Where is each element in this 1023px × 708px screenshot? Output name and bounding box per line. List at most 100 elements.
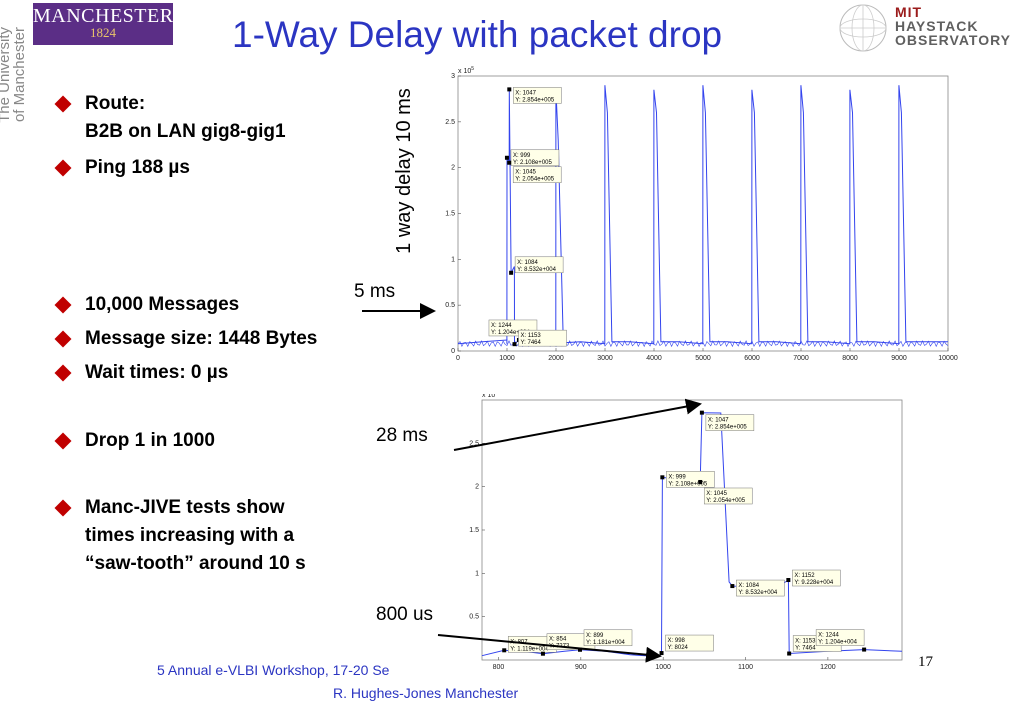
datatip-x-text: X: 999 <box>513 153 531 159</box>
datatip-box <box>705 414 755 431</box>
haystack-globe-icon <box>839 4 887 52</box>
annotation-28ms: 28 ms <box>376 425 428 446</box>
datatip-y-text: Y: 1.119e+004 <box>510 646 549 652</box>
datatip-x-text: X: 1153 <box>520 333 541 339</box>
x-tick-label: 800 <box>493 664 505 671</box>
observatory-text: OBSERVATORY <box>895 32 1012 48</box>
datatip-x-text: X: 854 <box>549 637 567 643</box>
y-tick-label: 0.5 <box>445 302 455 309</box>
datatip-box <box>583 629 633 647</box>
page-number: 17 <box>918 654 933 670</box>
datatip-marker <box>862 647 867 652</box>
datatip-x-text: X: 1084 <box>517 260 538 266</box>
datatip-y-text: Y: 2.054e+005 <box>515 177 555 183</box>
datatip-y-text: Y: 2.854e+005 <box>515 97 555 103</box>
datatip-marker <box>504 155 509 160</box>
y-tick-label: 0.5 <box>469 614 479 621</box>
datatip-x-text: X: 899 <box>586 633 604 639</box>
datatip-marker <box>502 648 507 653</box>
datatip-marker <box>787 651 792 656</box>
datatip-y-text: Y: 8.532e+004 <box>738 590 778 596</box>
slide-title: 1-Way Delay with packet drop <box>232 14 723 55</box>
logo-year: 1824 <box>90 25 116 40</box>
datatip-box <box>518 329 567 347</box>
annotation-800us: 800 us <box>376 604 434 625</box>
bullet-text: Drop 1 in 1000 <box>85 430 215 451</box>
axis-exponent-label: x 105 <box>482 394 498 399</box>
datatip-y-text: Y: 2.054e+005 <box>706 498 746 504</box>
x-tick-label: 1000 <box>499 355 515 362</box>
datatip-x-text: X: 1047 <box>708 418 729 424</box>
top-delay-chart: x 105 0 1000 2000 3000 4000 5000 6000 7000 8000 90… <box>445 66 958 362</box>
x-tick-label: 5000 <box>695 355 711 362</box>
datatip-y-text: Y: 8024 <box>668 645 689 651</box>
bullet-route: Route: B2B on LAN gig8-gig1 <box>54 90 286 146</box>
bullet-text: Route: B2B on LAN gig8-gig1 <box>85 93 286 142</box>
datatip-marker <box>509 270 514 275</box>
datatip-y-text: Y: 7464 <box>795 646 816 652</box>
annotation-5ms: 5 ms <box>354 281 396 302</box>
y-tick-label: 3 <box>451 73 455 80</box>
datatip-box <box>513 87 562 104</box>
datatip-y-text: Y: 2.854e+005 <box>708 425 748 431</box>
datatip-marker <box>507 87 512 92</box>
datatip-box <box>514 256 564 274</box>
x-tick-label: 8000 <box>842 355 858 362</box>
bullet-text: Ping 188 µs <box>85 157 190 178</box>
bullet-wait: Wait times: 0 µs <box>54 359 228 387</box>
bullet-text: Wait times: 0 µs <box>85 362 229 383</box>
bullet-text: Manc-JIVE tests show times increasing wi… <box>85 497 306 574</box>
y-tick-label: 1 <box>451 256 455 263</box>
datatip-box <box>792 569 841 587</box>
datatip-y-text: Y: 1.204e+004 <box>818 640 858 646</box>
y-tick-label: 2.5 <box>469 440 479 447</box>
datatip-box <box>510 149 560 167</box>
x-tick-label: 1100 <box>738 664 753 671</box>
datatip-y-text: Y: 2.108e+005 <box>513 160 553 166</box>
datatip-x-text: X: 1152 <box>794 573 815 579</box>
arrow-28ms <box>453 398 702 451</box>
manchester-logo: MANCHESTER 1824 <box>33 3 173 45</box>
datatip-marker <box>698 479 703 484</box>
logo-name: MANCHESTER <box>33 5 174 27</box>
arrow-800us <box>437 634 662 663</box>
datatip-box <box>815 629 865 646</box>
datatip-x-text: X: 1244 <box>818 633 839 639</box>
x-tick-label: 2000 <box>548 355 564 362</box>
datatip-marker <box>730 584 735 589</box>
datatip-y-text: Y: 2.108e+005 <box>668 481 708 487</box>
datatip-x-text: X: 1045 <box>706 491 727 497</box>
datatip-x-text: X: 1244 <box>491 323 512 329</box>
bullet-text: 10,000 Messages <box>85 294 240 315</box>
x-tick-label: 0 <box>456 355 460 362</box>
datatip-y-text: Y: 7464 <box>520 340 541 346</box>
x-tick-label: 1200 <box>820 664 836 671</box>
datatip-box <box>703 487 753 505</box>
x-tick-label: 4000 <box>646 355 662 362</box>
y-tick-label: 1 <box>475 570 479 577</box>
haystack-text: HAYSTACK <box>895 18 979 34</box>
datatip-x-text: X: 1045 <box>515 170 536 176</box>
bullet-manc-jive: Manc-JIVE tests show times increasing wi… <box>54 494 306 578</box>
x-tick-label: 9000 <box>891 355 907 362</box>
bullet-ping: Ping 188 µs <box>54 154 190 182</box>
datatip-box <box>666 471 715 488</box>
y-tick-label: 2.5 <box>445 119 455 126</box>
bullet-text: Message size: 1448 Bytes <box>85 328 318 349</box>
axis-exponent-label: x 105 <box>458 66 474 75</box>
x-tick-label: 6000 <box>744 355 760 362</box>
y-tick-label: 1.5 <box>445 211 455 218</box>
x-tick-label: 900 <box>575 664 587 671</box>
bullet-drop: Drop 1 in 1000 <box>54 427 215 455</box>
datatip-marker <box>786 578 791 583</box>
x-tick-label: 1000 <box>655 664 671 671</box>
datatip-x-text: X: 998 <box>668 638 686 644</box>
y-tick-label: 1.5 <box>469 527 479 534</box>
datatip-y-text: Y: 1.181e+004 <box>586 640 626 646</box>
plot-frame <box>481 399 903 661</box>
datatip-y-text: Y: 9.228e+004 <box>794 580 834 586</box>
footer-author: R. Hughes-Jones Manchester <box>333 685 519 701</box>
datatip-x-text: X: 1084 <box>738 583 759 589</box>
datatip-y-text: Y: 1.204e+004 <box>491 330 531 336</box>
